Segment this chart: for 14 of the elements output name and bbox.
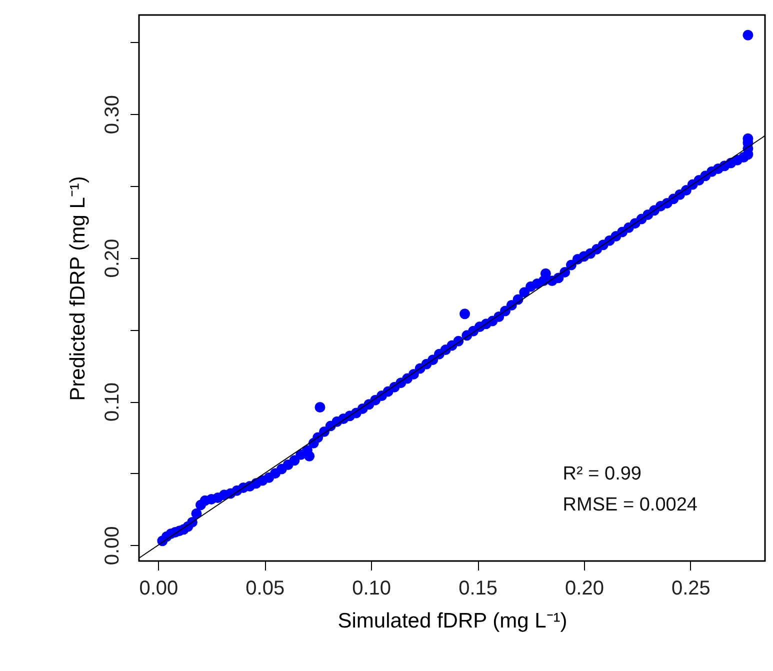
y-tick-label: 0.20 [102,238,124,278]
x-tick-label: 0.25 [672,578,710,600]
y-tick-label: 0.30 [102,95,124,134]
y-axis-title: Predicted fDRP (mg L⁻¹) [66,176,90,401]
x-tick-label: 0.20 [565,578,604,600]
x-axis-title: Simulated fDRP (mg L⁻¹) [338,610,568,632]
x-tick-label: 0.00 [139,578,178,600]
y-tick-label: 0.00 [102,526,124,566]
annotation: RMSE = 0.0024 [562,494,698,516]
x-tick-label: 0.10 [352,578,392,600]
x-tick-label: 0.15 [458,578,498,600]
y-tick-label: 0.10 [102,382,124,422]
x-tick-label: 0.05 [246,578,285,600]
annotation: R² = 0.99 [562,464,642,485]
